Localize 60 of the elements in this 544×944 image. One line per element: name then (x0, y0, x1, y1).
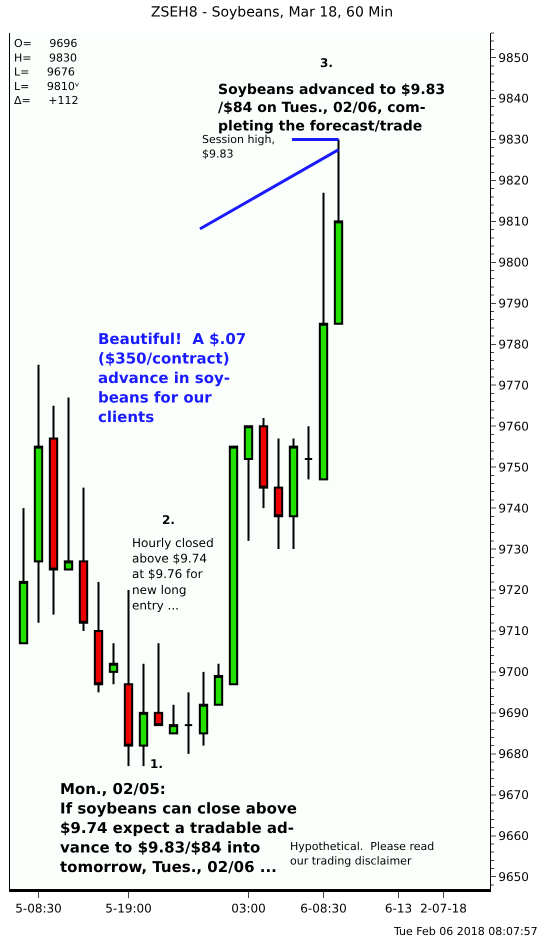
candlestick (228, 446, 238, 686)
y-tick-label: 9820 (498, 174, 529, 188)
candlestick (108, 642, 118, 686)
candlestick (274, 437, 284, 550)
candlestick (244, 425, 254, 542)
y-tick-label: 9680 (498, 747, 529, 762)
annotation: Session high, $9.83 (202, 133, 275, 160)
x-tick-label: 03:00 (231, 901, 266, 916)
candlestick (154, 642, 164, 726)
y-tick-label: 9670 (498, 788, 529, 802)
candlestick (64, 396, 74, 571)
candlestick (18, 507, 28, 644)
annotation: Hypothetical. Please read our trading disclaimer (290, 840, 434, 868)
x-tick-label: 5-19:00 (105, 901, 152, 916)
candlestick (304, 425, 314, 480)
candlestick (138, 662, 148, 768)
annotation: Hourly closed above $9.74 at $9.76 for new long entry ... (132, 536, 214, 612)
chart-title: ZSEH8 - Soybeans, Mar 18, 60 Min (150, 4, 394, 20)
y-tick-label: 9770 (498, 378, 529, 392)
candlestick (288, 437, 298, 550)
candlestick (48, 404, 58, 616)
y-tick-label: 9710 (498, 624, 529, 638)
y-tick-label: 9810 (498, 214, 529, 229)
y-tick-label: 9750 (498, 460, 529, 474)
y-tick-label: 9850 (498, 50, 529, 65)
y-tick-label: 9800 (498, 256, 529, 270)
annotation: 2. (162, 513, 175, 527)
candlestick (34, 364, 44, 624)
y-tick-label: 9660 (498, 828, 529, 843)
annotation: 3. (320, 56, 333, 70)
annotation: Beautiful! A $.07 ($350/contract) advance in soy- beans for our clients (98, 330, 246, 426)
x-tick-label: 5-08:30 (15, 901, 62, 916)
annotation: Soybeans advanced to $9.83 /$84 on Tues., 02/06, com- pleting the forecast/trade (218, 82, 446, 134)
y-tick-label: 9650 (498, 870, 529, 884)
x-tick-label: 6-13 (384, 901, 412, 916)
candlestick (184, 691, 194, 755)
candlestick (124, 589, 134, 768)
annotation: O= 9696 H= 9830 L= 9676 L= 9810ᵛ Δ= +112 (14, 37, 80, 108)
candlestick (214, 662, 224, 706)
x-tick-label: 6-08:30 (300, 901, 347, 916)
y-tick-label: 9720 (498, 583, 529, 598)
x-tick-label: 2-07-18 (420, 901, 467, 916)
y-tick-label: 9740 (498, 501, 529, 516)
candlestick (318, 192, 328, 480)
annotation: 1. (150, 757, 163, 771)
candlestick (198, 670, 208, 747)
candlestick (78, 486, 88, 632)
y-tick-label: 9830 (498, 132, 529, 147)
y-tick-label: 9760 (498, 419, 529, 434)
y-tick-label: 9700 (498, 665, 529, 680)
y-tick-label: 9790 (498, 296, 529, 311)
candlestick (334, 138, 344, 325)
y-tick-label: 9780 (498, 337, 529, 352)
candlestick (168, 704, 178, 734)
candlestick (94, 580, 104, 694)
text: Tue Feb 06 2018 08:07:57 (393, 925, 538, 938)
y-tick-label: 9730 (498, 542, 529, 556)
candlestick (258, 417, 268, 510)
y-tick-label: 9690 (498, 706, 529, 720)
y-tick-label: 9840 (498, 92, 529, 106)
